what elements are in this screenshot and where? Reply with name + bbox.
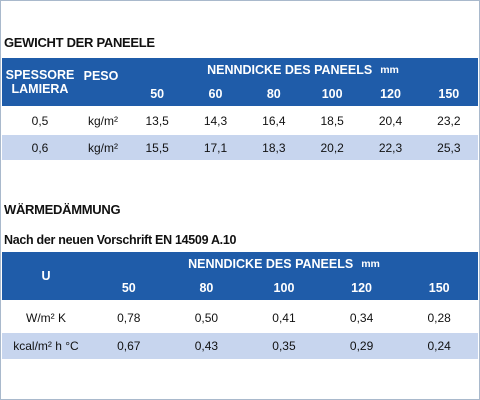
- table-cell: 0,28: [427, 311, 451, 325]
- table-cell: W/m² K: [26, 311, 66, 325]
- table-cell: 0,34: [349, 311, 374, 325]
- row-background: [2, 135, 478, 160]
- table-cell: 0,43: [194, 339, 219, 353]
- table-cell: 14,3: [203, 113, 228, 128]
- table-cell: 0,5: [31, 113, 49, 128]
- row-background: [2, 333, 478, 359]
- table-cell: 16,4: [262, 113, 286, 128]
- column-header: 50: [150, 87, 165, 101]
- table-cell: 0,50: [194, 311, 219, 325]
- table-cell: 22,3: [378, 140, 403, 155]
- panel-header: NENNDICKE DES PANEELS mm: [128, 58, 478, 82]
- table-cell: kg/m²: [88, 140, 118, 155]
- column-header: 150: [438, 87, 460, 101]
- panel-label: NENNDICKE DES PANEELS: [188, 257, 354, 271]
- table-cell: 20,2: [320, 140, 344, 155]
- table-cell: 0,35: [272, 339, 296, 353]
- table-cell: 0,41: [272, 311, 296, 325]
- header-background: [2, 252, 478, 300]
- panel-unit: mm: [380, 64, 399, 76]
- table-cell: 20,4: [378, 113, 403, 128]
- table-cell: 23,2: [437, 113, 461, 128]
- section-title: WÄRMEDÄMMUNG: [4, 202, 121, 217]
- column-header: 80: [199, 281, 214, 295]
- section-subtitle: Nach der neuen Vorschrift EN 14509 A.10: [4, 233, 237, 247]
- table-cell: 18,3: [262, 140, 286, 155]
- table-cell: 13,5: [145, 113, 169, 128]
- column-header: 150: [428, 281, 450, 295]
- thickness-header: SPESSORE LAMIERA: [5, 68, 75, 96]
- table-cell: 17,1: [203, 140, 228, 155]
- section-title: GEWICHT DER PANEELE: [4, 35, 155, 50]
- u-header: U: [41, 269, 51, 283]
- table-cell: 25,3: [437, 140, 461, 155]
- column-header: 80: [266, 87, 281, 101]
- table-cell: 0,78: [117, 311, 141, 325]
- panel-header: NENNDICKE DES PANEELS mm: [90, 252, 478, 276]
- header-background: [2, 58, 478, 106]
- panel-unit: mm: [361, 258, 380, 270]
- column-header: 100: [273, 281, 295, 295]
- table-cell: kg/m²: [88, 113, 118, 128]
- column-header: 50: [121, 281, 136, 295]
- table-cell: 0,29: [349, 339, 374, 353]
- weight-header: PESO: [83, 69, 119, 83]
- table-cell: kcal/m² h °C: [13, 339, 79, 353]
- table-cell: 0,67: [117, 339, 141, 353]
- panel-label: NENNDICKE DES PANEELS: [207, 63, 373, 77]
- table-cell: 15,5: [145, 140, 169, 155]
- column-header: 60: [208, 87, 223, 101]
- table-cell: 0,24: [427, 339, 451, 353]
- table-cell: 0,6: [31, 140, 49, 155]
- column-header: 120: [380, 87, 401, 101]
- column-header: 100: [321, 87, 343, 101]
- table-cell: 18,5: [320, 113, 344, 128]
- column-header: 120: [351, 281, 373, 295]
